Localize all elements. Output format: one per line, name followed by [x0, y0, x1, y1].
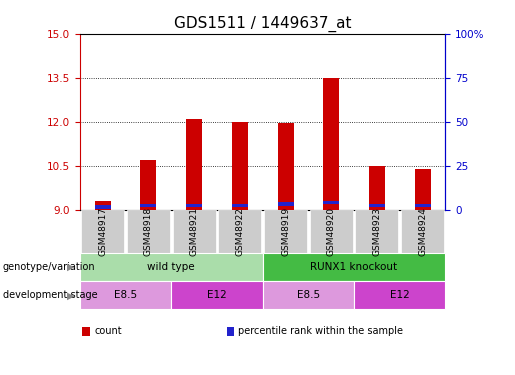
Text: GSM48920: GSM48920 — [327, 207, 336, 256]
Text: genotype/variation: genotype/variation — [3, 262, 95, 272]
Text: GSM48922: GSM48922 — [235, 207, 244, 256]
Bar — [278, 202, 294, 206]
Bar — [186, 204, 202, 207]
Text: GSM48917: GSM48917 — [98, 207, 107, 256]
Text: percentile rank within the sample: percentile rank within the sample — [238, 327, 403, 336]
Text: E8.5: E8.5 — [114, 290, 137, 300]
Bar — [415, 169, 431, 210]
Bar — [232, 204, 248, 207]
Bar — [323, 201, 339, 204]
Text: E12: E12 — [390, 290, 409, 300]
Text: ▶: ▶ — [67, 262, 75, 272]
Bar — [369, 166, 385, 210]
Text: RUNX1 knockout: RUNX1 knockout — [311, 262, 398, 272]
Bar — [186, 119, 202, 210]
Text: GSM48918: GSM48918 — [144, 207, 153, 256]
Bar — [95, 201, 111, 210]
Text: E12: E12 — [207, 290, 227, 300]
Bar — [278, 123, 294, 210]
Text: GSM48921: GSM48921 — [190, 207, 199, 256]
Text: count: count — [94, 327, 122, 336]
Bar — [141, 160, 157, 210]
Bar — [323, 78, 339, 210]
Text: GSM48924: GSM48924 — [418, 207, 427, 256]
Bar — [415, 204, 431, 207]
Text: E8.5: E8.5 — [297, 290, 320, 300]
Text: GSM48919: GSM48919 — [281, 207, 290, 256]
Bar — [232, 122, 248, 210]
Bar — [369, 204, 385, 207]
Bar — [95, 205, 111, 209]
Text: development stage: development stage — [3, 290, 97, 300]
Title: GDS1511 / 1449637_at: GDS1511 / 1449637_at — [174, 16, 351, 32]
Text: GSM48923: GSM48923 — [372, 207, 382, 256]
Text: ▶: ▶ — [67, 290, 75, 300]
Text: wild type: wild type — [147, 262, 195, 272]
Bar — [141, 204, 157, 207]
